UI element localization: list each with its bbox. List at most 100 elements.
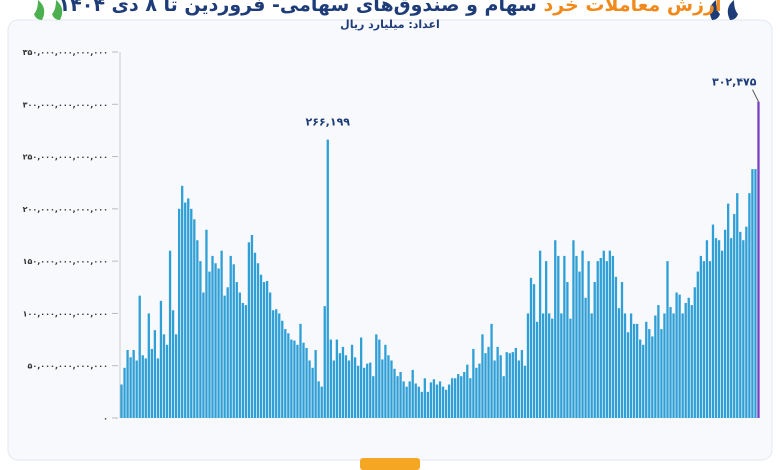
bar xyxy=(681,313,684,418)
bar xyxy=(284,329,287,418)
bar xyxy=(262,282,266,418)
y-tick-label: ۱۵۰,۰۰۰,۰۰۰,۰۰۰,۰۰۰ xyxy=(23,257,108,266)
bar xyxy=(168,250,172,418)
bar xyxy=(629,313,633,418)
bar xyxy=(147,313,150,418)
bar xyxy=(356,365,360,418)
bar xyxy=(541,313,545,418)
bar xyxy=(560,313,563,418)
y-tick-label: ۳۵۰,۰۰۰,۰۰۰,۰۰۰,۰۰۰ xyxy=(23,48,108,57)
bar xyxy=(226,287,229,418)
logo xyxy=(360,458,420,470)
bar xyxy=(217,268,220,418)
bar xyxy=(150,348,154,418)
bar xyxy=(159,300,163,418)
bar xyxy=(754,169,757,418)
bar xyxy=(311,367,314,418)
bar xyxy=(593,282,596,418)
bar xyxy=(617,308,621,418)
bar xyxy=(587,261,590,418)
bar xyxy=(596,261,599,418)
bar xyxy=(214,263,217,418)
bar xyxy=(335,339,339,418)
bar xyxy=(414,383,417,418)
bar xyxy=(642,344,645,418)
bar xyxy=(654,315,657,418)
bar xyxy=(184,202,187,418)
bar xyxy=(517,360,521,418)
bar xyxy=(620,282,624,418)
bar xyxy=(675,292,678,418)
bar xyxy=(511,352,514,418)
bar xyxy=(584,297,587,418)
bar xyxy=(726,203,730,418)
bar xyxy=(626,332,630,418)
bar xyxy=(126,350,129,418)
bar xyxy=(384,344,387,418)
value-label: ۲۶۶,۱۹۹ xyxy=(306,116,351,129)
bar xyxy=(708,261,712,418)
subtitle: اعداد: میلیارد ریال xyxy=(340,18,440,31)
bar xyxy=(690,305,693,418)
bar xyxy=(350,344,354,418)
bar xyxy=(387,355,390,418)
bar xyxy=(532,284,536,418)
bar xyxy=(460,376,463,418)
bar xyxy=(296,344,299,418)
bar xyxy=(238,292,241,418)
bar xyxy=(505,352,508,418)
bar xyxy=(444,389,448,418)
bar xyxy=(241,302,244,418)
bar xyxy=(484,353,487,418)
bar xyxy=(141,355,144,418)
bar xyxy=(578,271,581,418)
bar xyxy=(363,367,366,418)
bar xyxy=(181,185,184,418)
bar xyxy=(302,342,305,418)
bar xyxy=(432,379,436,418)
bar xyxy=(308,360,311,418)
bar xyxy=(499,355,502,418)
title-highlight: ارزش معاملات خرد xyxy=(543,0,722,16)
bar xyxy=(196,240,199,418)
bar xyxy=(120,384,123,418)
bar xyxy=(344,355,348,418)
bar xyxy=(378,339,381,418)
bar xyxy=(475,367,478,418)
bar xyxy=(581,250,584,418)
bar xyxy=(275,309,278,418)
bar xyxy=(508,353,511,418)
bar xyxy=(253,252,257,418)
bar xyxy=(651,336,654,418)
y-tick-label: ۲۵۰,۰۰۰,۰۰۰,۰۰۰,۰۰۰ xyxy=(23,153,108,162)
bar xyxy=(529,277,533,418)
bar xyxy=(153,330,157,418)
bar xyxy=(745,226,748,418)
bar xyxy=(329,339,332,418)
bar xyxy=(278,313,281,418)
bar xyxy=(353,357,357,418)
bar xyxy=(502,376,505,418)
bar xyxy=(742,240,745,418)
bar xyxy=(493,360,496,418)
bar xyxy=(463,371,466,418)
bar xyxy=(332,360,335,418)
bar xyxy=(723,229,727,418)
bar xyxy=(366,363,369,418)
bar xyxy=(138,295,141,418)
bar xyxy=(229,255,232,418)
bar xyxy=(402,381,405,418)
y-tick-label: ۰ xyxy=(103,414,108,423)
bar xyxy=(268,292,272,418)
bar xyxy=(672,313,675,418)
bar xyxy=(666,261,669,418)
bar xyxy=(757,101,760,418)
bar xyxy=(557,255,560,418)
bar xyxy=(608,250,612,418)
bar xyxy=(174,334,178,418)
bar xyxy=(614,276,618,418)
bar xyxy=(250,235,254,418)
bar xyxy=(381,359,384,418)
